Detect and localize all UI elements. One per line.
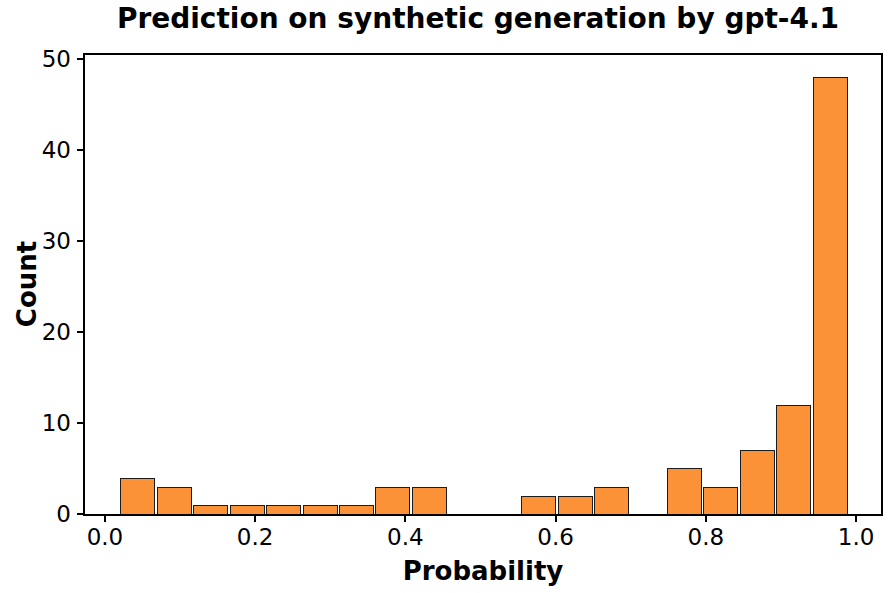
histogram-bar — [740, 450, 775, 514]
y-tick-label: 40 — [1, 136, 71, 164]
histogram-bar — [776, 405, 811, 514]
y-tick-label: 20 — [1, 318, 71, 346]
x-axis-label: Probability — [83, 556, 883, 586]
y-tick-mark — [77, 513, 85, 515]
x-tick-mark — [855, 514, 857, 522]
x-tick-label: 0.8 — [661, 524, 751, 550]
histogram-bar — [813, 77, 848, 514]
y-tick-label: 10 — [1, 409, 71, 437]
y-tick-mark — [77, 422, 85, 424]
y-tick-mark — [77, 331, 85, 333]
y-tick-mark — [77, 149, 85, 151]
y-tick-mark — [77, 58, 85, 60]
histogram-bar — [303, 505, 338, 514]
histogram-bar — [521, 496, 556, 514]
y-tick-label: 50 — [1, 45, 71, 73]
plot-area: 0.00.20.40.60.81.001020304050 — [83, 53, 883, 516]
histogram-bar — [667, 468, 702, 514]
x-tick-label: 0.4 — [360, 524, 450, 550]
chart-title: Prediction on synthetic generation by gp… — [73, 2, 883, 35]
histogram-bar — [558, 496, 593, 514]
y-tick-label: 0 — [1, 500, 71, 528]
x-tick-label: 0.2 — [210, 524, 300, 550]
histogram-bar — [193, 505, 228, 514]
x-tick-mark — [104, 514, 106, 522]
histogram-bar — [339, 505, 374, 514]
histogram-bar — [266, 505, 301, 514]
histogram-bar — [157, 487, 192, 514]
histogram-bar — [375, 487, 410, 514]
x-tick-mark — [555, 514, 557, 522]
x-tick-label: 0.0 — [60, 524, 150, 550]
x-tick-mark — [404, 514, 406, 522]
x-tick-label: 1.0 — [811, 524, 893, 550]
histogram-bar — [120, 478, 155, 514]
x-tick-mark — [705, 514, 707, 522]
x-tick-mark — [254, 514, 256, 522]
histogram-bar — [703, 487, 738, 514]
figure: Prediction on synthetic generation by gp… — [0, 0, 893, 593]
y-tick-label: 30 — [1, 227, 71, 255]
x-tick-label: 0.6 — [511, 524, 601, 550]
histogram-bar — [230, 505, 265, 514]
histogram-bar — [412, 487, 447, 514]
y-tick-mark — [77, 240, 85, 242]
histogram-bar — [594, 487, 629, 514]
